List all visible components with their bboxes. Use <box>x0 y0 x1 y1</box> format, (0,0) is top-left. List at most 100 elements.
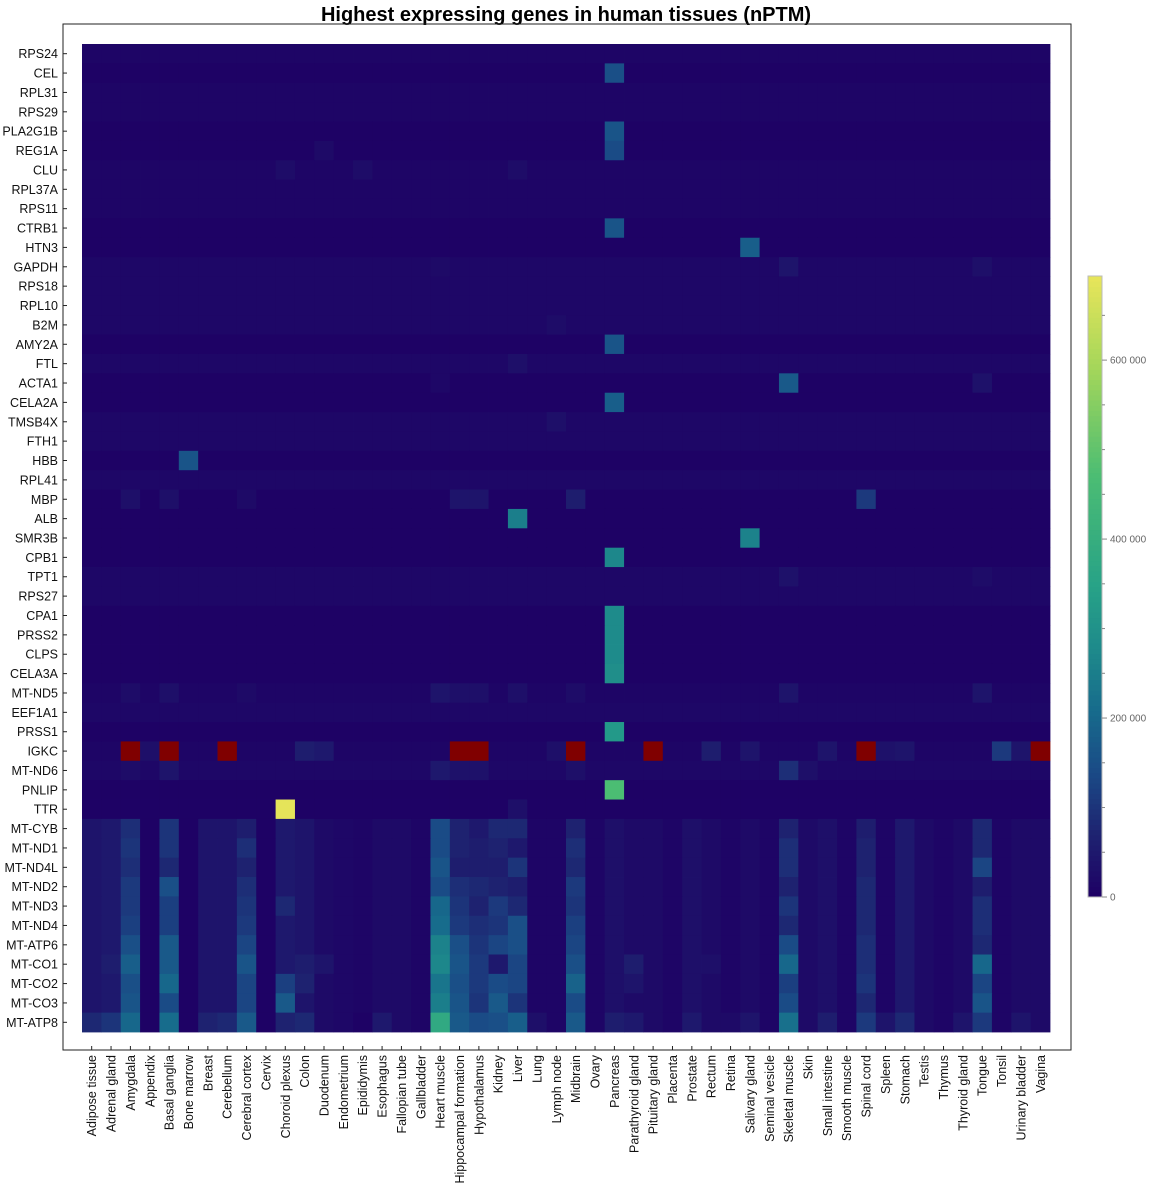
heatmap-cell <box>82 760 102 781</box>
heatmap-cell <box>933 586 954 607</box>
heatmap-cell <box>140 102 160 122</box>
heatmap-cell <box>120 63 141 84</box>
heatmap-cell <box>314 857 335 878</box>
heatmap-cell <box>236 315 257 335</box>
heatmap-cell <box>333 935 354 955</box>
heatmap-cell <box>856 818 877 839</box>
heatmap-cell <box>333 567 354 587</box>
heatmap-cell <box>275 722 296 742</box>
heatmap-cell <box>953 257 973 277</box>
heatmap-cell <box>507 412 528 432</box>
heatmap-cell <box>469 954 489 975</box>
heatmap-cell <box>837 450 857 471</box>
heatmap-cell <box>507 198 528 219</box>
heatmap-cell <box>217 838 238 859</box>
heatmap-cell <box>759 392 780 413</box>
heatmap-cell <box>294 315 315 335</box>
heatmap-cell <box>662 973 683 994</box>
heatmap-cell <box>933 780 954 800</box>
heatmap-cell <box>372 179 393 200</box>
heatmap-cell <box>178 799 199 820</box>
heatmap-cell <box>643 605 664 626</box>
heatmap-cell <box>624 218 644 239</box>
heatmap-cell <box>740 179 760 200</box>
heatmap-cell <box>643 508 664 529</box>
heatmap-cell <box>1030 179 1051 200</box>
heatmap-cell <box>372 993 393 1014</box>
heatmap-cell <box>140 799 160 820</box>
heatmap-cell <box>682 334 702 355</box>
heatmap-cell <box>759 567 780 587</box>
heatmap-cell <box>217 63 238 84</box>
heatmap-cell <box>1011 877 1032 897</box>
heatmap-cell <box>236 644 257 665</box>
heatmap-cell <box>178 63 199 84</box>
heatmap-cell <box>314 44 335 64</box>
heatmap-cell <box>953 760 973 781</box>
heatmap-cell <box>624 353 644 374</box>
heatmap-cell <box>837 373 857 394</box>
heatmap-cell <box>837 44 857 64</box>
heatmap-cell <box>391 760 412 781</box>
heatmap-cell <box>972 954 993 975</box>
heatmap-cell <box>507 276 528 297</box>
colorbar-segment <box>1088 514 1102 520</box>
heatmap-cell <box>217 334 238 355</box>
heatmap-cell <box>372 489 393 510</box>
heatmap-cell <box>430 838 451 859</box>
heatmap-cell <box>991 121 1012 142</box>
colorbar-segment <box>1088 358 1102 365</box>
heatmap-cell <box>778 44 799 64</box>
heatmap-cell <box>1030 276 1051 297</box>
colorbar-segment <box>1088 431 1102 437</box>
heatmap-cell <box>256 625 276 645</box>
heatmap-cell <box>875 702 896 723</box>
plot-frame <box>62 23 1072 1051</box>
heatmap-cell <box>953 625 973 645</box>
heatmap-cell <box>236 373 257 394</box>
heatmap-cell <box>469 179 489 200</box>
heatmap-cell <box>740 450 760 471</box>
heatmap-cell <box>759 683 780 704</box>
heatmap-cell <box>778 140 799 161</box>
heatmap-cell <box>391 644 412 665</box>
heatmap-cell <box>837 663 857 684</box>
colorbar-segment <box>1088 695 1102 701</box>
heatmap-cell <box>82 489 102 510</box>
heatmap-cell <box>314 508 335 529</box>
heatmap-cell <box>875 373 896 394</box>
heatmap-cell <box>353 973 373 994</box>
heatmap-cell <box>178 179 199 200</box>
heatmap-cell <box>101 508 122 529</box>
heatmap-cell <box>391 663 412 684</box>
heatmap-cell <box>507 722 528 742</box>
heatmap-cell <box>198 392 218 413</box>
heatmap-cell <box>856 218 877 239</box>
heatmap-cell <box>604 528 625 549</box>
heatmap-cell <box>469 780 489 800</box>
heatmap-cell <box>624 683 644 704</box>
heatmap-cell <box>527 257 548 277</box>
heatmap-cell <box>430 915 451 936</box>
heatmap-cell <box>546 295 567 316</box>
heatmap-cell <box>430 508 451 529</box>
heatmap-cell <box>566 218 586 239</box>
heatmap-cell <box>178 993 199 1014</box>
heatmap-cell <box>488 625 509 645</box>
heatmap-cell <box>585 198 606 219</box>
colorbar-segment <box>1088 379 1102 386</box>
heatmap-cell <box>314 567 335 587</box>
heatmap-cell <box>662 102 683 122</box>
heatmap-cell <box>759 973 780 994</box>
heatmap-cell <box>837 896 857 917</box>
heatmap-cell <box>798 915 819 936</box>
heatmap-cell <box>488 82 509 103</box>
heatmap-cell <box>159 334 180 355</box>
heatmap-cell <box>740 760 760 781</box>
heatmap-cell <box>527 353 548 374</box>
heatmap-cell <box>585 450 606 471</box>
heatmap-cell <box>82 295 102 316</box>
heatmap-cell <box>469 450 489 471</box>
heatmap-cell <box>817 257 838 277</box>
heatmap-cell <box>1030 915 1051 936</box>
